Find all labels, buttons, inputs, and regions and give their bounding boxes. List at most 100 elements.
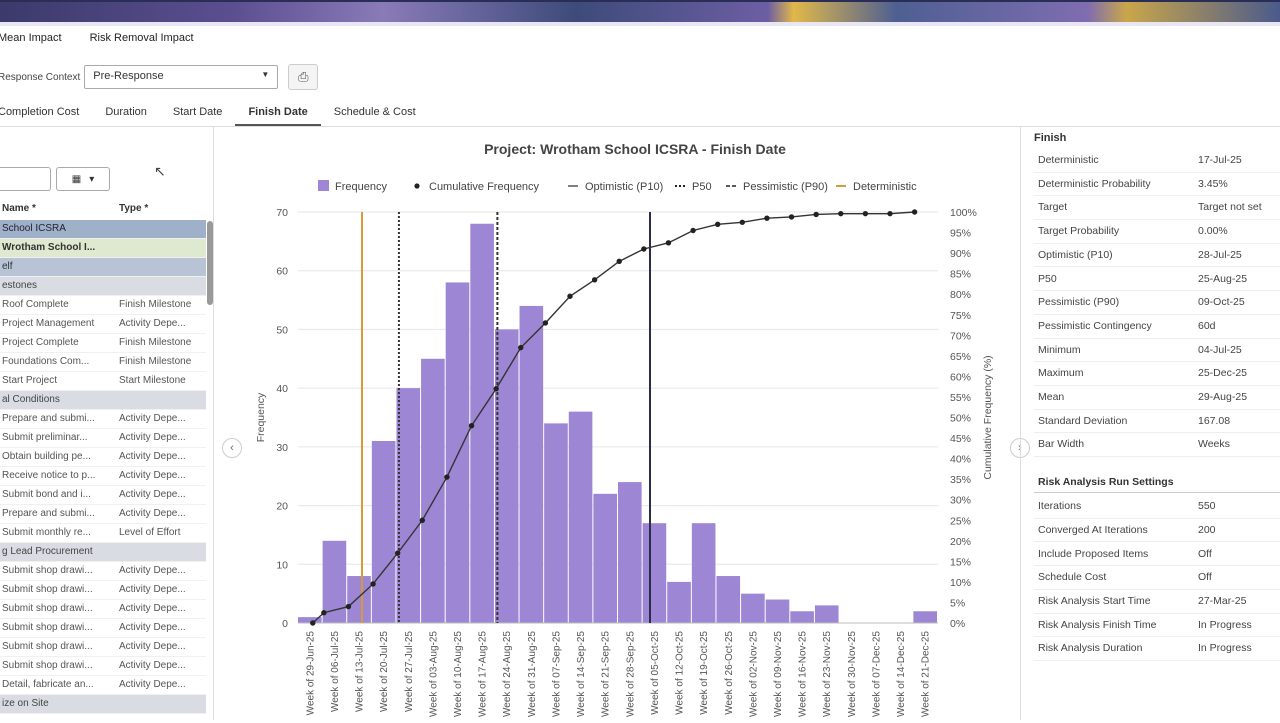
y2-tick-label: 20% <box>950 536 971 548</box>
activity-type: Finish Milestone <box>119 337 192 348</box>
stat-label: Minimum <box>1038 343 1081 356</box>
statistics-title: Finish <box>1034 132 1067 144</box>
table-row[interactable]: elf <box>0 258 206 277</box>
table-row[interactable]: Project Complete Finish Milestone <box>0 334 206 353</box>
cumulative-point <box>518 344 524 351</box>
activity-type: Activity Depe... <box>119 641 186 652</box>
histogram-bar <box>568 411 593 623</box>
activity-name: Obtain building pe... <box>2 451 91 462</box>
activity-name: al Conditions <box>2 394 60 405</box>
scrollbar[interactable] <box>207 221 213 305</box>
histogram-bar <box>396 388 421 623</box>
table-row[interactable]: g Lead Procurement <box>0 543 206 562</box>
y-axis-label: Frequency <box>255 392 267 442</box>
table-row[interactable]: School ICSRA <box>0 220 206 239</box>
histogram-bar <box>741 593 765 623</box>
histogram-bar <box>298 617 322 623</box>
activity-type: Activity Depe... <box>119 603 186 614</box>
activity-name: Prepare and submi... <box>2 508 95 519</box>
activity-name: School ICSRA <box>2 223 66 234</box>
setting-label: Risk Analysis Finish Time <box>1038 618 1157 631</box>
cumulative-point <box>394 550 401 556</box>
x-tick-label: Week of 14-Dec-25 <box>896 631 907 717</box>
legend-label: P50 <box>692 181 712 193</box>
date-filter-button[interactable]: ▦ ▾ <box>56 167 110 191</box>
activity-name: Roof Complete <box>2 299 69 310</box>
finish-date-histogram: Project: Wrotham School ICSRA - Finish D… <box>255 141 994 717</box>
chevron-left-icon: ‹ <box>230 442 234 454</box>
table-row[interactable]: Project Management Activity Depe... <box>0 315 206 334</box>
table-row[interactable]: Roof Complete Finish Milestone <box>0 296 206 315</box>
table-row[interactable]: Submit shop drawi... Activity Depe... <box>0 562 206 581</box>
table-row[interactable]: Submit shop drawi... Activity Depe... <box>0 638 206 657</box>
table-row[interactable]: Submit shop drawi... Activity Depe... <box>0 600 206 619</box>
table-row[interactable]: Wrotham School I... <box>0 239 206 258</box>
activity-type: Finish Milestone <box>119 299 192 310</box>
setting-row: Include Proposed Items Off <box>1034 543 1280 567</box>
print-button[interactable]: ⎙ <box>288 64 319 90</box>
tab-finish-date[interactable]: Finish Date <box>235 104 321 126</box>
response-context-select[interactable]: Pre-Response ▼ <box>84 65 279 89</box>
table-row[interactable]: Prepare and submi... Activity Depe... <box>0 410 206 429</box>
column-header-name[interactable]: Name * <box>2 203 36 214</box>
tab-schedule-cost[interactable]: Schedule & Cost <box>333 106 416 118</box>
x-tick-label: Week of 26-Oct-25 <box>724 631 735 715</box>
x-tick-label: Week of 23-Nov-25 <box>822 631 833 717</box>
menu-item-risk-removal-impact[interactable]: Risk Removal Impact <box>89 32 194 44</box>
table-row[interactable]: Prepare and submi... Activity Depe... <box>0 505 206 524</box>
setting-row: Converged At Iterations 200 <box>1034 519 1280 543</box>
activity-name: Submit preliminar... <box>2 432 88 443</box>
activity-type: Activity Depe... <box>119 413 186 424</box>
table-row[interactable]: Obtain building pe... Activity Depe... <box>0 448 206 467</box>
stat-row: Mean 29-Aug-25 <box>1034 386 1280 410</box>
tab-start-date[interactable]: Start Date <box>172 106 223 118</box>
stat-value: 167.08 <box>1198 414 1231 427</box>
tab-completion-cost[interactable]: Completion Cost <box>0 106 80 118</box>
table-row[interactable]: Submit monthly re... Level of Effort <box>0 524 206 543</box>
table-row[interactable]: Start Project Start Milestone <box>0 372 206 391</box>
stat-value: Weeks <box>1198 438 1230 451</box>
table-row[interactable]: Submit shop drawi... Activity Depe... <box>0 657 206 676</box>
histogram-bar <box>347 576 371 623</box>
setting-value: Off <box>1198 547 1212 560</box>
y2-tick-label: 80% <box>950 289 971 301</box>
stat-label: Pessimistic (P90) <box>1038 296 1120 309</box>
activity-panel: ▦ ▾ ↖ Name * Type * School ICSRA Wrotham … <box>0 127 214 720</box>
cumulative-point <box>813 211 819 218</box>
table-row[interactable]: estones <box>0 277 206 296</box>
table-row[interactable]: Submit shop drawi... Activity Depe... <box>0 581 206 600</box>
activity-name: Submit shop drawi... <box>2 622 93 633</box>
activity-name: elf <box>2 261 13 272</box>
legend-swatch-frequency <box>318 180 329 191</box>
y-tick-label: 60 <box>276 266 288 278</box>
cumulative-point <box>739 219 746 225</box>
menu-item-mean-impact[interactable]: Mean Impact <box>0 32 62 44</box>
stat-value: 17-Jul-25 <box>1198 154 1242 166</box>
y2-tick-label: 60% <box>950 371 971 383</box>
table-row[interactable]: Submit preliminar... Activity Depe... <box>0 429 206 448</box>
histogram-bar <box>371 440 396 623</box>
table-row[interactable]: al Conditions <box>0 391 206 410</box>
x-tick-label: Week of 02-Nov-25 <box>748 631 759 717</box>
activity-name: Submit shop drawi... <box>2 660 93 671</box>
column-header-type[interactable]: Type * <box>119 203 149 214</box>
collapse-left-button[interactable]: ‹ <box>222 438 242 458</box>
table-row[interactable]: Foundations Com... Finish Milestone <box>0 353 206 372</box>
x-tick-label: Week of 12-Oct-25 <box>675 631 686 715</box>
table-row[interactable]: Submit bond and i... Activity Depe... <box>0 486 206 505</box>
filter-input[interactable] <box>0 167 51 191</box>
calendar-icon: ▦ <box>71 173 82 185</box>
table-row[interactable]: Submit shop drawi... Activity Depe... <box>0 619 206 638</box>
table-row[interactable]: Receive notice to p... Activity Depe... <box>0 467 206 486</box>
table-row[interactable]: ize on Site <box>0 695 206 714</box>
activity-type: Activity Depe... <box>119 508 186 519</box>
stat-value: 25-Aug-25 <box>1198 272 1248 285</box>
tab-duration[interactable]: Duration <box>105 106 147 118</box>
response-context-value: Pre-Response <box>93 70 164 82</box>
x-tick-label: Week of 09-Nov-25 <box>773 631 784 717</box>
setting-label: Risk Analysis Start Time <box>1038 594 1151 607</box>
table-row[interactable]: Detail, fabricate an... Activity Depe... <box>0 676 206 695</box>
cumulative-point <box>310 620 316 626</box>
cumulative-line <box>312 211 915 624</box>
cumulative-point <box>788 214 795 220</box>
